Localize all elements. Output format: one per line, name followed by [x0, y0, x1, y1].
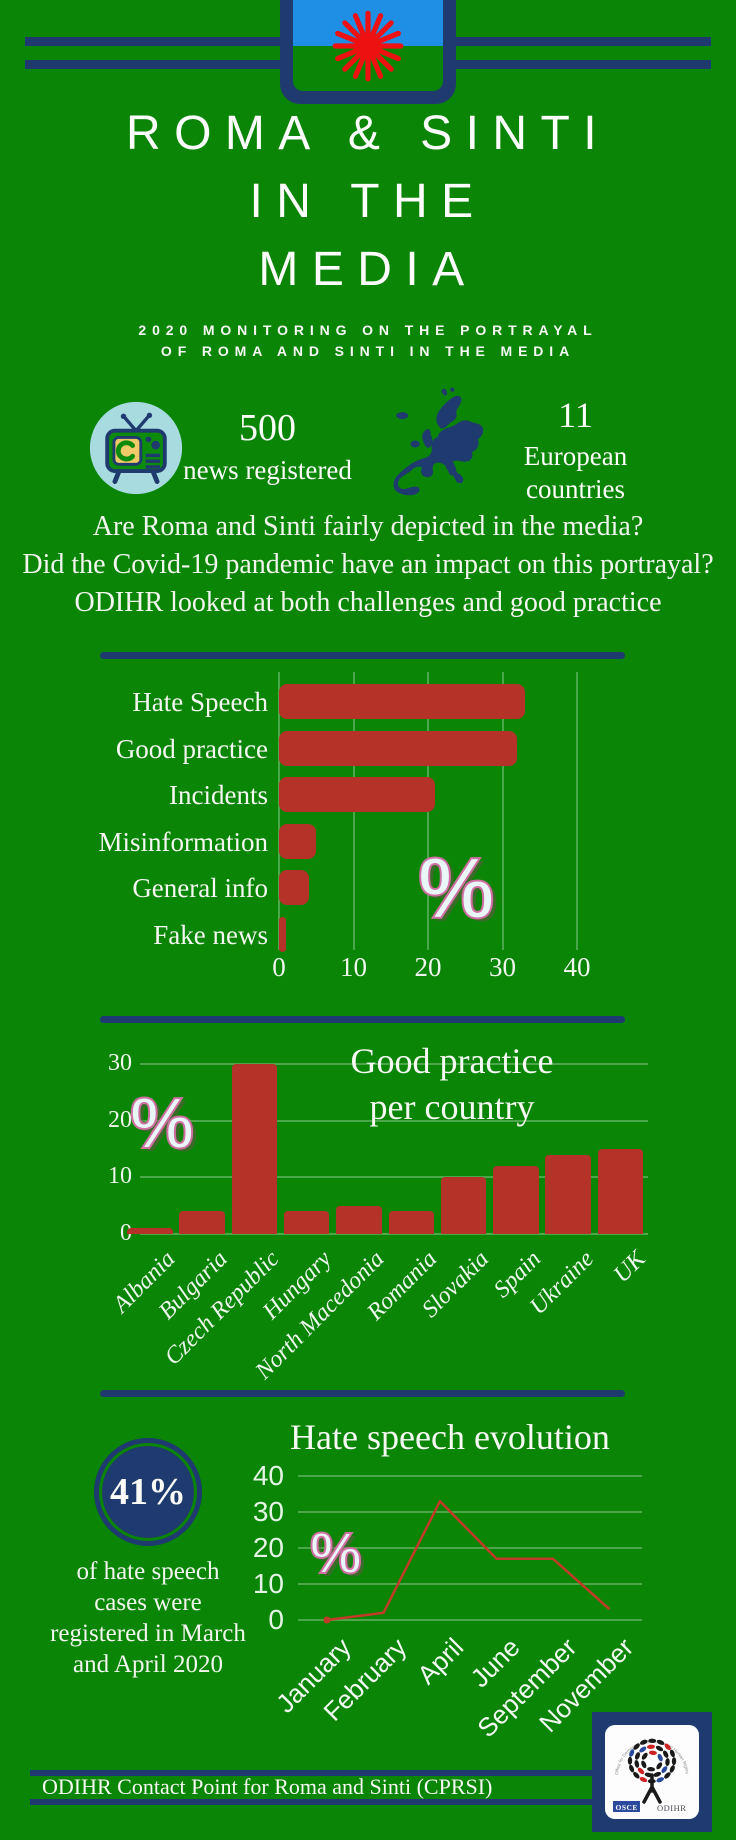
page-title: ROMA & SINTI IN THE MEDIA — [0, 100, 736, 304]
chart2-y-tick: 30 — [108, 1049, 132, 1076]
chart1-gridline — [278, 672, 280, 950]
chart2-gridline — [140, 1176, 648, 1179]
stat-news-label: news registered — [183, 455, 352, 485]
title-line-3: MEDIA — [258, 243, 478, 296]
highlight-badge: 41% — [94, 1438, 202, 1546]
odihr-logo-card: Office for Democratic Institutions and H… — [605, 1725, 699, 1819]
chart3-y-tick: 40 — [252, 1460, 284, 1491]
title-line-2: IN THE — [249, 175, 487, 228]
chart2-category-label: UK — [608, 1246, 651, 1288]
chart2-y-tick: 10 — [108, 1163, 132, 1190]
chart1-category-label: Good practice — [115, 733, 268, 764]
page-subtitle: 2020 MONITORING ON THE PORTRAYAL OF ROMA… — [0, 320, 736, 362]
stat-countries: 11 European countries — [498, 394, 653, 506]
chart1-category-label: Misinformation — [98, 826, 269, 857]
intro-line-2: Did the Covid-19 pandemic have an impact… — [22, 549, 714, 580]
section-divider-3 — [100, 1390, 625, 1397]
chart2-bar — [127, 1228, 173, 1234]
chart1-x-tick: 0 — [272, 952, 286, 982]
title-line-1: ROMA & SINTI — [126, 107, 610, 160]
stat-countries-value: 11 — [558, 395, 593, 435]
chart1-bar — [279, 684, 525, 719]
roma-wheel-icon — [332, 10, 404, 81]
section-divider-2 — [100, 1016, 625, 1023]
chart2-bar — [336, 1205, 382, 1234]
chart2-bar — [179, 1211, 225, 1234]
chart2-y-tick: 0 — [120, 1220, 132, 1246]
chart3-y-tick: 0 — [268, 1604, 284, 1635]
chart1-bar — [279, 777, 436, 812]
intro-text: Are Roma and Sinti fairly depicted in th… — [0, 508, 736, 622]
chart1-bar — [279, 870, 309, 905]
intro-line-3: ODIHR looked at both challenges and good… — [74, 587, 662, 618]
odihr-tree-icon: Office for Democratic Institutions and H… — [613, 1738, 690, 1813]
chart2-bar — [388, 1211, 434, 1234]
footer-rule-bottom — [30, 1799, 592, 1805]
stat-news: 500 news registered — [160, 406, 375, 487]
chart1-bar — [279, 730, 518, 766]
chart2-gridline — [140, 1119, 648, 1122]
chart2-bar — [231, 1063, 278, 1234]
chart2-bar — [440, 1177, 487, 1234]
chart3-plot — [298, 1475, 642, 1624]
intro-line-1: Are Roma and Sinti fairly depicted in th… — [92, 511, 644, 542]
stat-countries-label: European countries — [523, 441, 628, 504]
roma-flag — [280, 0, 456, 104]
roma-flag-field — [293, 0, 443, 91]
chart1-bar — [279, 823, 317, 859]
europe-map-icon — [393, 387, 484, 496]
chart2-title: Good practice per country — [252, 1038, 652, 1130]
chart2-bar — [283, 1211, 330, 1234]
chart2-bar — [545, 1154, 591, 1234]
chart1-percent-symbol: % — [417, 841, 495, 937]
chart2-gridline — [140, 1062, 648, 1065]
chart-news-categories: 0 10 20 30 40 Hate Speech Good practice Inciden… — [0, 660, 736, 995]
chart1-x-tick: 20 — [414, 952, 442, 982]
chart1-category-label: Incidents — [169, 780, 268, 810]
chart2-gridline — [140, 1233, 648, 1235]
svg-text:ODIHR: ODIHR — [657, 1803, 686, 1813]
odihr-logo: Office for Democratic Institutions and H… — [592, 1712, 712, 1832]
chart2-y-tick: 20 — [108, 1106, 132, 1133]
chart3-y-tick: 10 — [252, 1568, 284, 1599]
chart1-category-label: General info — [132, 873, 268, 903]
tv-icon — [89, 401, 183, 495]
chart-hate-speech-evolution: Hate speech evolution 0 10 20 30 40 January Feb… — [0, 1405, 736, 1743]
subtitle-line-1: 2020 MONITORING ON THE PORTRAYAL — [138, 322, 598, 338]
chart3-percent-symbol: % — [309, 1521, 363, 1586]
section-divider-1 — [100, 652, 625, 659]
chart1-category-label: Hate Speech — [132, 687, 268, 717]
footer-text: ODIHR Contact Point for Roma and Sinti (… — [42, 1774, 493, 1799]
chart3-y-tick: 20 — [252, 1532, 284, 1563]
chart2-title-line-2: per country — [369, 1087, 535, 1127]
chart1-x-tick: 40 — [563, 952, 591, 982]
chart2-title-line-1: Good practice — [350, 1041, 554, 1081]
chart3-title: Hate speech evolution — [290, 1417, 610, 1457]
footer-rule-top — [30, 1770, 592, 1776]
chart1-bar — [279, 916, 287, 952]
chart-good-practice-per-country: 0 10 20 30 Albania Bulgaria Czech Republic Hung… — [0, 1030, 736, 1385]
chart1-gridline — [576, 672, 578, 950]
chart3-y-tick: 30 — [252, 1496, 284, 1527]
chart2-bar — [493, 1165, 539, 1234]
chart2-percent-symbol: % — [129, 1084, 195, 1164]
chart1-category-label: Fake news — [153, 919, 268, 950]
chart2-bar — [597, 1148, 644, 1234]
highlight-text: of hate speech cases were registered in … — [50, 1558, 246, 1678]
subtitle-line-2: OF ROMA AND SINTI IN THE MEDIA — [160, 343, 576, 359]
chart1-x-tick: 30 — [489, 952, 516, 982]
chart1-x-tick: 10 — [340, 952, 367, 982]
chart1-gridline — [501, 672, 504, 950]
svg-text:OSCE: OSCE — [616, 1803, 638, 1812]
stat-news-value: 500 — [239, 407, 296, 449]
